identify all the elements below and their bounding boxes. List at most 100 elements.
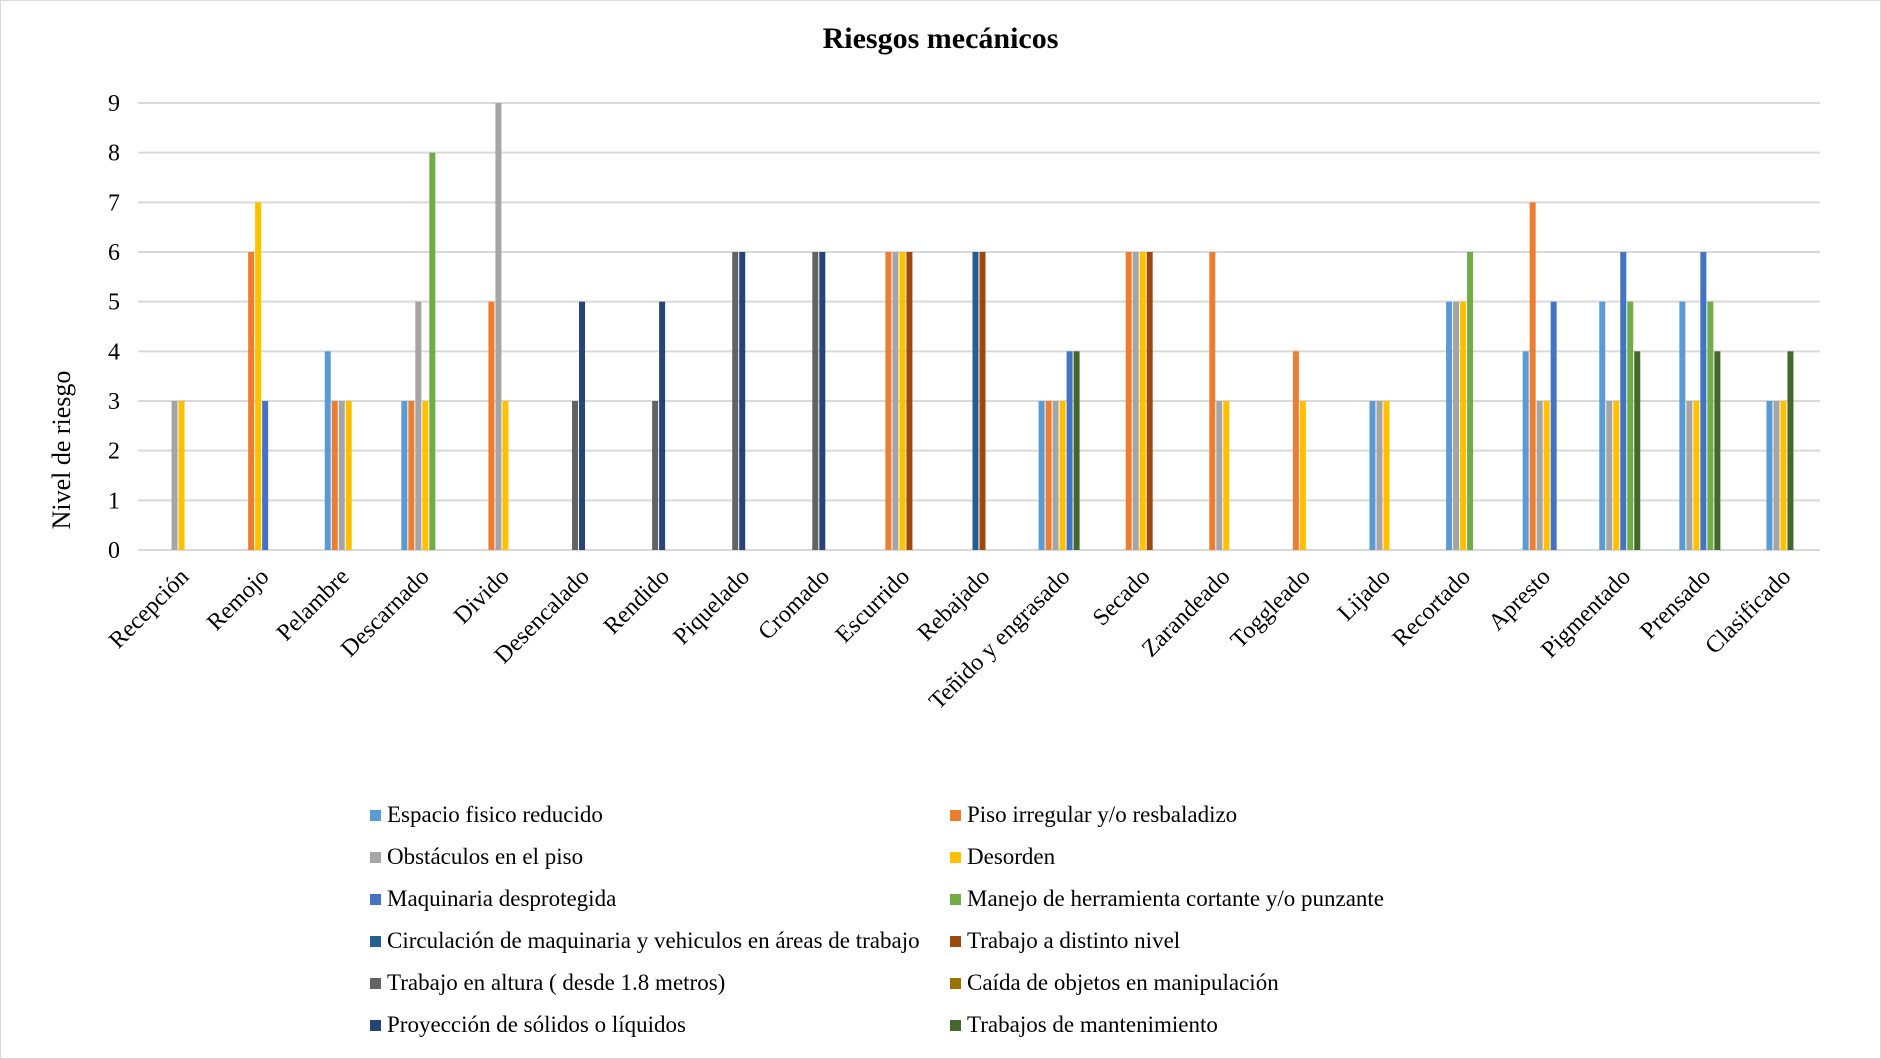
x-category-label: Recortado xyxy=(1388,564,1476,652)
y-tick-label: 3 xyxy=(108,389,120,415)
bar-2-3 xyxy=(345,401,352,550)
bar-3-0 xyxy=(401,401,408,550)
bar-16-2 xyxy=(1453,301,1460,550)
bar-18-5 xyxy=(1627,301,1634,550)
legend-swatch xyxy=(950,851,961,863)
bar-7-10 xyxy=(739,252,746,550)
bar-11-2 xyxy=(1052,401,1059,550)
bar-15-3 xyxy=(1383,401,1390,550)
y-tick-label: 7 xyxy=(108,190,120,216)
bar-4-1 xyxy=(488,301,495,550)
x-category-label: Lijado xyxy=(1333,564,1396,627)
bar-17-3 xyxy=(1543,401,1550,550)
bar-16-3 xyxy=(1460,301,1467,550)
legend-swatch xyxy=(370,809,381,821)
bar-9-2 xyxy=(892,252,899,550)
legend-label: Desorden xyxy=(967,844,1056,869)
x-category-label: Teñido y engrasado xyxy=(924,564,1075,715)
bar-19-11 xyxy=(1714,351,1721,550)
legend-item: Espacio fisico reducido xyxy=(370,800,950,830)
legend-item: Proyección de sólidos o líquidos xyxy=(370,1010,950,1040)
bar-20-0 xyxy=(1766,401,1773,550)
y-tick-label: 2 xyxy=(108,439,120,465)
y-tick-label: 4 xyxy=(108,339,120,365)
bar-10-7 xyxy=(979,252,986,550)
bar-11-1 xyxy=(1045,401,1052,550)
bar-15-0 xyxy=(1369,401,1376,550)
bar-4-3 xyxy=(502,401,509,550)
bar-6-10 xyxy=(659,301,666,550)
legend-swatch xyxy=(950,977,961,989)
bar-13-2 xyxy=(1216,401,1223,550)
bar-8-10 xyxy=(819,252,826,550)
bar-18-2 xyxy=(1606,401,1613,550)
legend-label: Circulación de maquinaria y vehiculos en… xyxy=(387,928,920,953)
legend-label: Trabajo a distinto nivel xyxy=(967,928,1181,953)
bar-12-1 xyxy=(1125,252,1132,550)
bar-2-2 xyxy=(338,401,345,550)
bar-12-7 xyxy=(1146,252,1153,550)
x-category-label: Cromado xyxy=(754,564,836,646)
x-category-label: Rebajado xyxy=(913,564,995,646)
legend-swatch xyxy=(950,1019,961,1031)
bar-0-3 xyxy=(178,401,185,550)
bar-19-3 xyxy=(1693,401,1700,550)
legend-swatch xyxy=(950,935,961,947)
legend: Espacio fisico reducido Piso irregular y/… xyxy=(370,800,1490,1040)
x-category-label: Rendido xyxy=(599,564,675,640)
bar-12-2 xyxy=(1132,252,1139,550)
legend-swatch xyxy=(370,893,381,905)
x-category-label: Remojo xyxy=(202,564,274,636)
x-category-label: Secado xyxy=(1088,564,1155,631)
bar-18-0 xyxy=(1599,301,1606,550)
bar-1-3 xyxy=(255,202,262,551)
bar-19-5 xyxy=(1707,301,1714,550)
y-tick-label: 5 xyxy=(108,290,120,316)
y-axis-ticks: 0 1 2 3 4 5 6 7 8 9 xyxy=(108,91,120,564)
x-category-label: Pelambre xyxy=(272,564,354,646)
legend-label: Trabajo en altura ( desde 1.8 metros) xyxy=(387,970,726,995)
x-category-label: Prensado xyxy=(1636,564,1717,645)
bar-11-4 xyxy=(1066,351,1073,550)
legend-item: Trabajo a distinto nivel xyxy=(950,926,1490,956)
bar-3-1 xyxy=(408,401,415,550)
bar-19-0 xyxy=(1679,301,1686,550)
bar-5-10 xyxy=(579,301,586,550)
bar-17-1 xyxy=(1529,202,1536,551)
bar-4-2 xyxy=(495,103,502,550)
legend-item: Trabajo en altura ( desde 1.8 metros) xyxy=(370,968,950,998)
legend-item: Manejo de herramienta cortante y/o punza… xyxy=(950,884,1490,914)
legend-swatch xyxy=(370,935,381,947)
gridlines xyxy=(138,102,1820,551)
bar-17-0 xyxy=(1522,351,1529,550)
chart-title: Riesgos mecánicos xyxy=(822,22,1059,55)
bar-3-2 xyxy=(415,301,422,550)
legend-item: Caída de objetos en manipulación xyxy=(950,968,1490,998)
legend-swatch xyxy=(370,851,381,863)
x-category-label: Escurrido xyxy=(831,564,915,648)
legend-swatch xyxy=(370,977,381,989)
bar-11-11 xyxy=(1073,351,1080,550)
legend-label: Proyección de sólidos o líquidos xyxy=(387,1012,686,1037)
bar-18-4 xyxy=(1620,252,1627,550)
legend-label: Caída de objetos en manipulación xyxy=(967,970,1279,995)
bar-8-8 xyxy=(812,252,819,550)
legend-swatch xyxy=(950,893,961,905)
bar-12-3 xyxy=(1139,252,1146,550)
x-category-label: Divido xyxy=(449,564,515,630)
bar-2-1 xyxy=(331,401,338,550)
x-category-label: Clasificado xyxy=(1701,564,1797,660)
legend-swatch xyxy=(370,1019,381,1031)
bar-9-7 xyxy=(906,252,913,550)
bar-20-2 xyxy=(1773,401,1780,550)
bar-0-2 xyxy=(171,401,178,550)
bars xyxy=(171,103,1794,551)
bar-14-1 xyxy=(1292,351,1299,550)
bar-15-2 xyxy=(1376,401,1383,550)
bar-3-5 xyxy=(429,152,436,550)
legend-label: Manejo de herramienta cortante y/o punza… xyxy=(967,886,1385,911)
legend-label: Trabajos de mantenimiento xyxy=(967,1012,1218,1037)
bar-7-8 xyxy=(732,252,739,550)
bar-19-2 xyxy=(1686,401,1693,550)
